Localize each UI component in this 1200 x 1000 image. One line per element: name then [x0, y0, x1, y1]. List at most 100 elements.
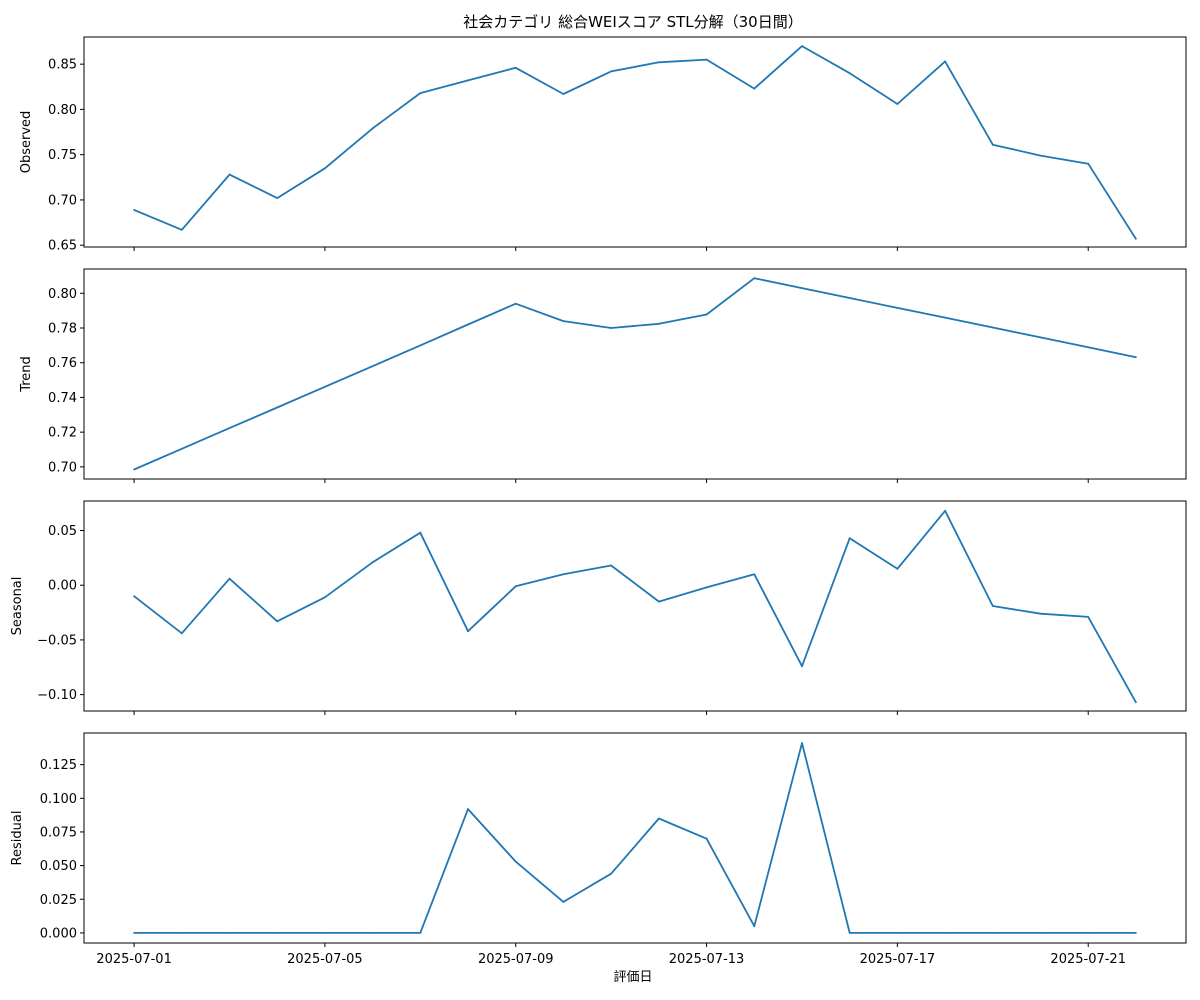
data-point — [944, 316, 946, 319]
y-tick-label: 0.70 — [48, 460, 77, 475]
data-point — [133, 932, 136, 934]
data-point — [1087, 346, 1090, 349]
data-point — [753, 925, 756, 928]
y-tick-label: 0.85 — [48, 58, 77, 73]
data-point — [228, 427, 231, 429]
x-axis-label: 評価日 — [613, 970, 652, 985]
data-point — [133, 209, 136, 211]
x-tick-label: 2025-07-17 — [860, 952, 936, 967]
y-tick-label: 0.80 — [48, 287, 77, 302]
data-point — [371, 932, 374, 934]
data-point — [133, 468, 136, 471]
data-point — [1135, 701, 1137, 704]
data-point — [896, 307, 899, 309]
data-point — [896, 932, 899, 934]
data-point — [705, 58, 708, 61]
data-point — [228, 173, 231, 176]
data-point — [848, 932, 851, 934]
data-point — [944, 932, 946, 934]
data-point — [1039, 612, 1042, 615]
data-point — [1087, 162, 1090, 165]
data-point — [562, 573, 565, 576]
data-point — [1135, 932, 1137, 934]
y-tick-label: 0.70 — [48, 193, 77, 208]
data-point — [801, 287, 803, 289]
data-point — [562, 901, 565, 903]
data-point — [1087, 616, 1090, 618]
data-point — [371, 127, 374, 130]
plot-frame — [83, 732, 1187, 944]
y-axis-label: Observed — [19, 111, 34, 174]
data-point — [371, 561, 374, 564]
y-tick-label: 0.05 — [48, 524, 77, 539]
data-point — [1135, 356, 1137, 359]
data-point — [705, 313, 708, 316]
data-point — [180, 632, 183, 635]
data-point — [324, 385, 326, 388]
y-tick-label: 0.78 — [48, 322, 77, 337]
data-point — [180, 932, 183, 934]
data-point — [610, 564, 612, 567]
data-point — [276, 932, 279, 934]
data-point — [180, 447, 183, 450]
data-point — [848, 72, 851, 75]
data-point — [1039, 932, 1042, 934]
data-point — [753, 277, 756, 280]
data-point — [514, 860, 517, 863]
data-point — [753, 573, 756, 576]
data-point — [228, 577, 231, 580]
y-tick-label: 0.075 — [40, 825, 77, 840]
data-point — [658, 600, 660, 603]
data-point — [419, 531, 422, 534]
data-point — [658, 817, 660, 820]
data-point — [1039, 336, 1042, 339]
data-point — [180, 228, 183, 231]
x-tick-label: 2025-07-01 — [96, 952, 172, 967]
data-point — [419, 92, 422, 94]
data-point — [1087, 932, 1090, 934]
data-point — [276, 406, 279, 409]
subplot-observed: 0.65 0.70 0.75 0.80 0.85 Observed — [19, 36, 1187, 254]
y-tick-label: 0.000 — [40, 926, 77, 941]
data-point — [801, 45, 803, 47]
data-point — [991, 143, 994, 146]
series-line-trend — [133, 277, 1137, 471]
data-point — [610, 70, 612, 73]
y-tick-label: 0.80 — [48, 103, 77, 118]
y-axis-label: Residual — [10, 811, 25, 866]
x-tick-label: 2025-07-21 — [1050, 952, 1126, 967]
data-point — [371, 365, 374, 368]
y-tick-label: 0.050 — [40, 859, 77, 874]
data-point — [467, 808, 469, 810]
data-point — [896, 567, 899, 570]
data-point — [419, 344, 422, 347]
data-point — [324, 932, 326, 934]
data-point — [514, 302, 517, 305]
data-point — [944, 60, 946, 63]
y-tick-label: 0.76 — [48, 356, 77, 371]
data-point — [562, 320, 565, 322]
y-axis-label: Trend — [19, 356, 34, 393]
y-tick-label: 0.65 — [48, 239, 77, 254]
data-point — [514, 585, 517, 588]
plot-frame — [83, 500, 1187, 712]
y-tick-label: 0.72 — [48, 426, 77, 441]
data-point — [610, 872, 612, 875]
y-tick-label: 0.00 — [48, 579, 77, 594]
y-tick-label: 0.125 — [40, 758, 77, 773]
series-line-residual — [134, 742, 1136, 934]
y-axis-label: Seasonal — [10, 577, 25, 636]
subplot-residual: 0.000 0.025 0.050 0.075 0.100 0.125 2025-07-01… — [10, 732, 1187, 967]
data-point — [991, 326, 994, 329]
y-tick-label: 0.74 — [48, 391, 77, 406]
data-point — [610, 327, 612, 329]
subplot-panels: 0.65 0.70 0.75 0.80 0.85 Observed 0.70 0.72 0.74… — [10, 36, 1187, 967]
data-point — [848, 297, 851, 299]
data-point — [324, 596, 326, 599]
data-point — [562, 93, 565, 95]
data-point — [467, 79, 469, 82]
y-tick-label: 0.75 — [48, 148, 77, 163]
y-tick-label: −0.05 — [37, 633, 77, 648]
data-point — [514, 66, 517, 69]
